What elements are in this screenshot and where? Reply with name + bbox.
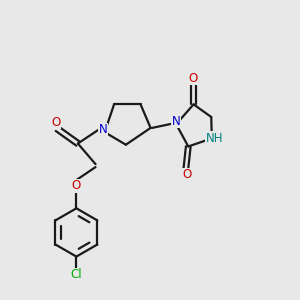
Text: O: O [182, 168, 191, 181]
Text: N: N [172, 115, 180, 128]
Text: O: O [51, 116, 60, 129]
Text: O: O [188, 72, 198, 85]
Text: N: N [98, 124, 107, 136]
Text: O: O [71, 179, 80, 192]
Text: NH: NH [206, 132, 224, 145]
Text: Cl: Cl [70, 268, 82, 281]
